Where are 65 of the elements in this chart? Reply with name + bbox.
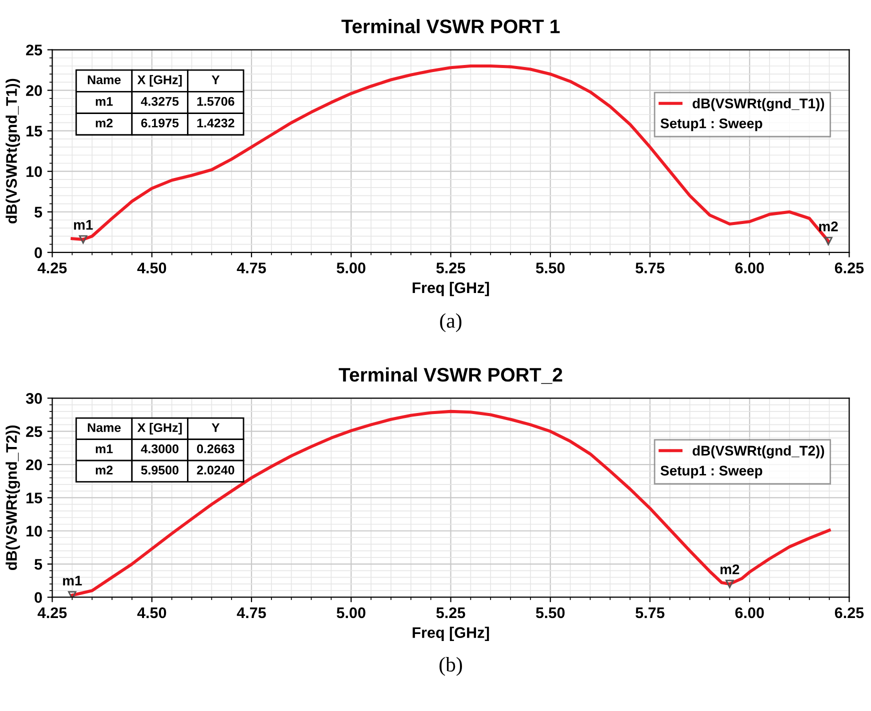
annotation: m2 (96, 118, 113, 128)
annotation: X [GHz] (137, 422, 182, 435)
y-tick-label: 25 (26, 44, 42, 56)
x-tick-label: 4.50 (137, 607, 166, 618)
x-tick-label: 5.00 (336, 262, 366, 274)
x-tick-label: 6.25 (834, 262, 864, 274)
x-tick-label: 4.75 (236, 262, 266, 274)
annotation: 6.1975 (141, 118, 179, 128)
legend-title: Setup1 : Sweep (660, 118, 762, 132)
annotation: 1.5706 (197, 96, 234, 106)
annotation: m1 (96, 444, 113, 454)
y-tick-label: 10 (26, 166, 42, 178)
y-tick-label: 0 (34, 592, 42, 603)
y-axis-title: dB(VSWRt(gnd_T1)) (6, 78, 20, 224)
annotation: Y (212, 75, 220, 84)
x-tick-label: 5.50 (536, 262, 565, 274)
y-tick-label: 5 (34, 559, 42, 570)
annotation: m1 (74, 220, 93, 230)
y-tick-label: 15 (26, 126, 42, 137)
x-tick-label: 5.75 (636, 608, 664, 618)
annotation: 1.4232 (197, 118, 234, 128)
x-tick-label: 5.50 (536, 607, 565, 618)
x-tick-label: 4.75 (236, 608, 266, 618)
x-tick-label: 6.00 (735, 607, 764, 618)
y-tick-label: 0 (34, 247, 42, 258)
legend-label: dB(VSWRt(gnd_T1)) (692, 98, 824, 112)
annotation: 0.2663 (197, 444, 234, 454)
x-tick-label: 5.25 (436, 262, 466, 274)
x-axis-title: Freq [GHz] (412, 626, 489, 641)
x-tick-label: 4.25 (38, 262, 67, 274)
x-tick-label: 5.00 (336, 607, 366, 618)
y-tick-label: 25 (26, 426, 42, 438)
y-tick-label: 20 (26, 459, 42, 470)
text: (a) (440, 313, 462, 332)
annotation: m1 (63, 576, 82, 586)
annotation: m2 (720, 564, 740, 574)
y-tick-label: 15 (26, 492, 42, 504)
chart-title: Terminal VSWR PORT_2 (338, 367, 562, 384)
x-tick-label: 5.75 (636, 262, 664, 274)
x-tick-label: 6.25 (834, 607, 864, 618)
chart-title: Terminal VSWR PORT 1 (341, 19, 560, 34)
annotation: 5.9500 (141, 466, 178, 475)
annotation: Name (88, 75, 121, 84)
x-tick-label: 5.25 (436, 607, 466, 618)
y-tick-label: 30 (26, 393, 42, 404)
x-tick-label: 4.25 (38, 607, 67, 618)
annotation: 4.3000 (140, 444, 178, 454)
text: (b) (440, 656, 462, 676)
annotation: m2 (819, 222, 838, 232)
annotation: Name (88, 423, 121, 432)
x-tick-label: 4.50 (137, 262, 166, 274)
x-axis-title: Freq [GHz] (412, 282, 489, 296)
annotation: m1 (96, 97, 113, 106)
y-tick-label: 5 (34, 206, 42, 218)
annotation: m2 (96, 466, 113, 474)
x-tick-label: 6.00 (735, 262, 764, 274)
legend-title: Setup1 : Sweep (660, 466, 762, 478)
y-axis-title: dB(VSWRt(gnd_T2)) (6, 425, 20, 570)
annotation: 4.3275 (140, 96, 179, 106)
y-tick-label: 20 (26, 85, 42, 96)
annotation: Y (212, 423, 220, 432)
y-tick-label: 10 (26, 526, 42, 537)
annotation: X [GHz] (137, 75, 182, 87)
annotation: 2.0240 (196, 466, 234, 475)
legend-label: dB(VSWRt(gnd_T2)) (692, 445, 824, 458)
